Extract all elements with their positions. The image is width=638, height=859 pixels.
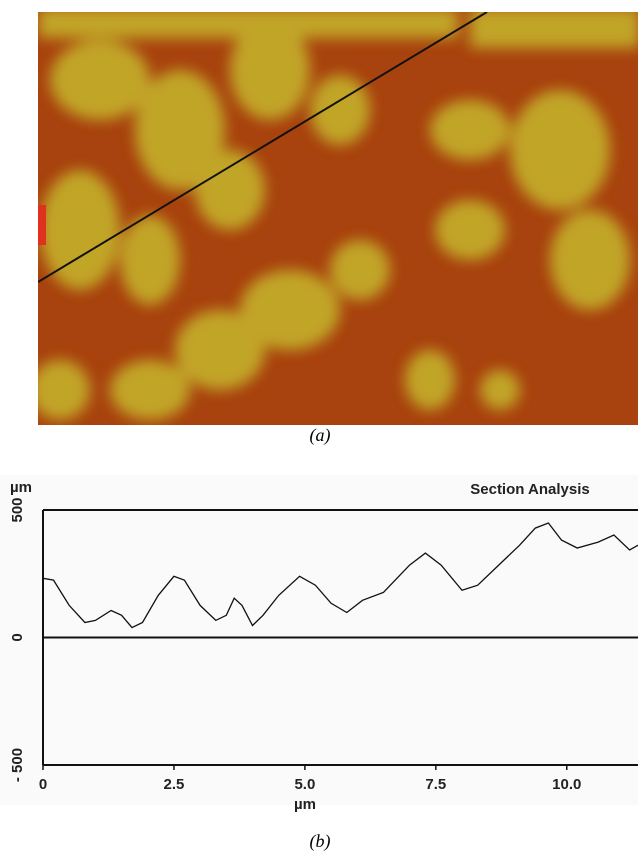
y-axis-label: µm	[10, 479, 32, 496]
profile-line	[42, 522, 638, 629]
x-tick-label: 0	[39, 776, 47, 793]
x-tick-label: 10.0	[552, 776, 581, 793]
afm-image	[38, 12, 638, 425]
y-tick-label: 500	[9, 497, 26, 522]
x-axis-label: µm	[294, 796, 316, 813]
y-tick-label: - 500	[9, 748, 26, 782]
x-tick-label: 2.5	[164, 776, 185, 793]
chart-bg	[0, 475, 638, 805]
y-tick-label: 0	[9, 633, 26, 641]
x-tick-label: 7.5	[425, 776, 446, 793]
chart-title: Section Analysis	[470, 481, 590, 498]
caption-b: (b)	[310, 831, 331, 852]
x-tick-label: 5.0	[294, 776, 315, 793]
caption-a: (a)	[310, 425, 331, 446]
